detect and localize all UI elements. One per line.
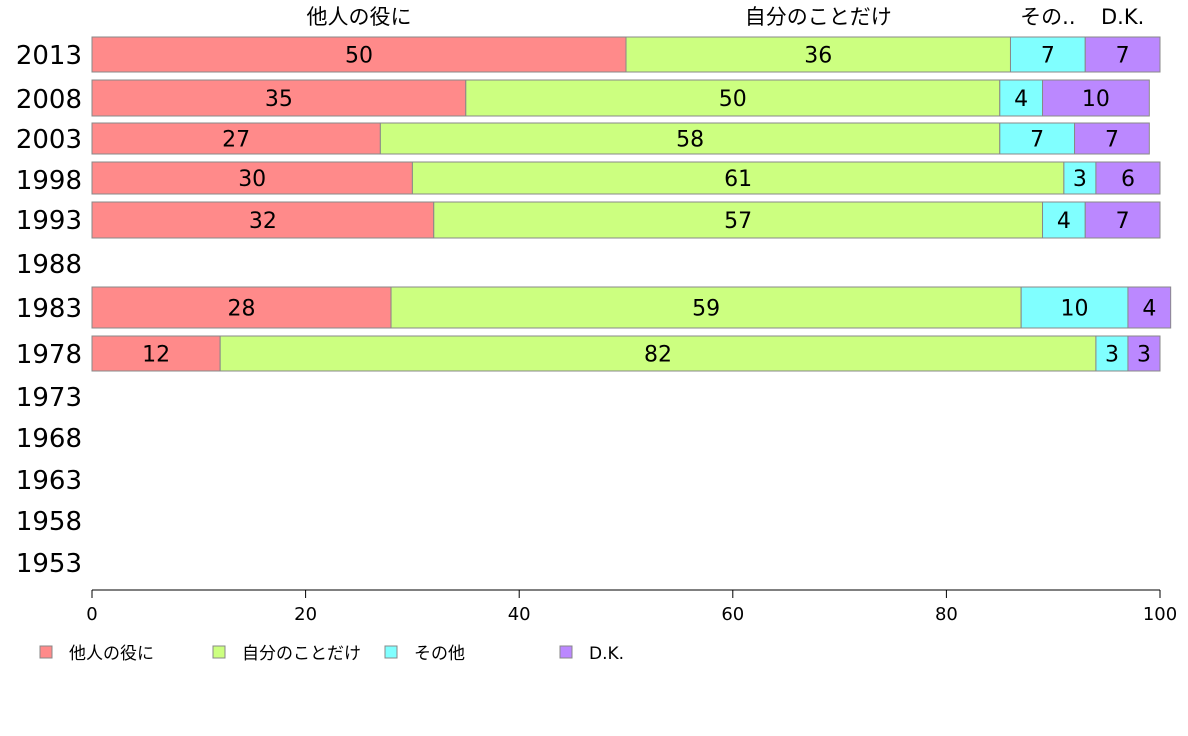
bar-value-label: 6	[1121, 167, 1135, 192]
legend-label: D.K.	[589, 644, 624, 664]
bar-value-label: 36	[804, 44, 832, 69]
legend-swatch	[39, 645, 53, 659]
year-tick-label: 1958	[16, 507, 82, 537]
bar-value-label: 61	[724, 167, 752, 192]
x-tick-label: 60	[721, 604, 744, 625]
bar-value-label: 35	[265, 87, 293, 112]
top-category-label: 自分のことだけ	[745, 5, 892, 29]
bar-value-label: 58	[676, 128, 704, 153]
bar-segment	[411, 161, 1065, 195]
year-tick-label: 1993	[16, 206, 82, 236]
bar-value-label: 3	[1137, 343, 1151, 368]
bar-segment	[91, 122, 381, 155]
bar-value-label: 82	[644, 343, 672, 368]
year-tick-label: 1968	[16, 424, 82, 454]
bar-value-label: 7	[1105, 128, 1119, 153]
bar-segment	[1127, 286, 1172, 329]
top-category-label: 他人の役に	[307, 5, 412, 29]
bar-segment	[91, 79, 467, 117]
bar-value-label: 28	[228, 297, 256, 322]
bar-segment	[91, 286, 392, 329]
bar-segment	[433, 201, 1044, 239]
legend-swatch	[384, 645, 398, 659]
x-tick-label: 0	[86, 604, 97, 625]
bar-value-label: 7	[1116, 44, 1130, 69]
year-tick-label: 1978	[16, 340, 82, 370]
bar-segment	[91, 335, 221, 372]
bar-value-label: 4	[1057, 209, 1071, 234]
top-category-label: その..	[1020, 5, 1075, 29]
bar-segment	[1042, 79, 1150, 117]
bar-segment	[379, 122, 1001, 155]
x-tick-label: 40	[508, 604, 531, 625]
bar-value-label: 7	[1030, 128, 1044, 153]
bar-segment	[1095, 161, 1161, 195]
bar-segment	[1084, 201, 1161, 239]
x-tick-label: 80	[935, 604, 958, 625]
bar-value-label: 57	[724, 209, 752, 234]
year-tick-label: 1988	[16, 250, 82, 280]
bar-segment	[625, 36, 1011, 73]
year-tick-label: 2013	[16, 41, 82, 71]
top-category-label: D.K.	[1101, 5, 1144, 29]
legend-label: 他人の役に	[69, 644, 154, 664]
legend-swatch	[212, 645, 226, 659]
bar-value-label: 32	[249, 209, 277, 234]
bar-value-label: 7	[1116, 209, 1130, 234]
bar-segment	[91, 36, 627, 73]
year-tick-label: 1973	[16, 383, 82, 413]
bar-segment	[1095, 335, 1129, 372]
bar-value-label: 27	[222, 128, 250, 153]
bar-segment	[91, 161, 413, 195]
bar-segment	[91, 201, 435, 239]
legend-label: 自分のことだけ	[242, 644, 361, 664]
year-tick-label: 2003	[16, 125, 82, 155]
bar-segment	[1042, 201, 1086, 239]
bar-segment	[1020, 286, 1129, 329]
bar-segment	[390, 286, 1022, 329]
bar-value-label: 3	[1105, 343, 1119, 368]
x-tick-label: 100	[1143, 604, 1177, 625]
bar-value-label: 4	[1014, 87, 1028, 112]
bar-value-label: 10	[1082, 87, 1110, 112]
bar-segment	[1009, 36, 1086, 73]
bar-value-label: 7	[1041, 44, 1055, 69]
bar-segment	[999, 79, 1044, 117]
bar-value-label: 30	[238, 167, 266, 192]
bar-segment	[1074, 122, 1150, 155]
year-tick-label: 1953	[16, 549, 82, 579]
year-tick-label: 2008	[16, 85, 82, 115]
x-tick-label: 20	[294, 604, 317, 625]
bar-segment	[465, 79, 1001, 117]
bar-value-label: 3	[1073, 167, 1087, 192]
bar-segment	[1127, 335, 1161, 372]
year-tick-label: 1963	[16, 466, 82, 496]
year-tick-label: 1983	[16, 294, 82, 324]
bar-value-label: 4	[1142, 297, 1156, 322]
legend-swatch	[559, 645, 573, 659]
bar-value-label: 50	[719, 87, 747, 112]
legend-label: その他	[414, 644, 465, 664]
year-tick-label: 1998	[16, 166, 82, 196]
bar-value-label: 59	[692, 297, 720, 322]
bar-value-label: 10	[1061, 297, 1089, 322]
bar-value-label: 50	[345, 44, 373, 69]
bar-segment	[1084, 36, 1161, 73]
bar-value-label: 12	[142, 343, 170, 368]
